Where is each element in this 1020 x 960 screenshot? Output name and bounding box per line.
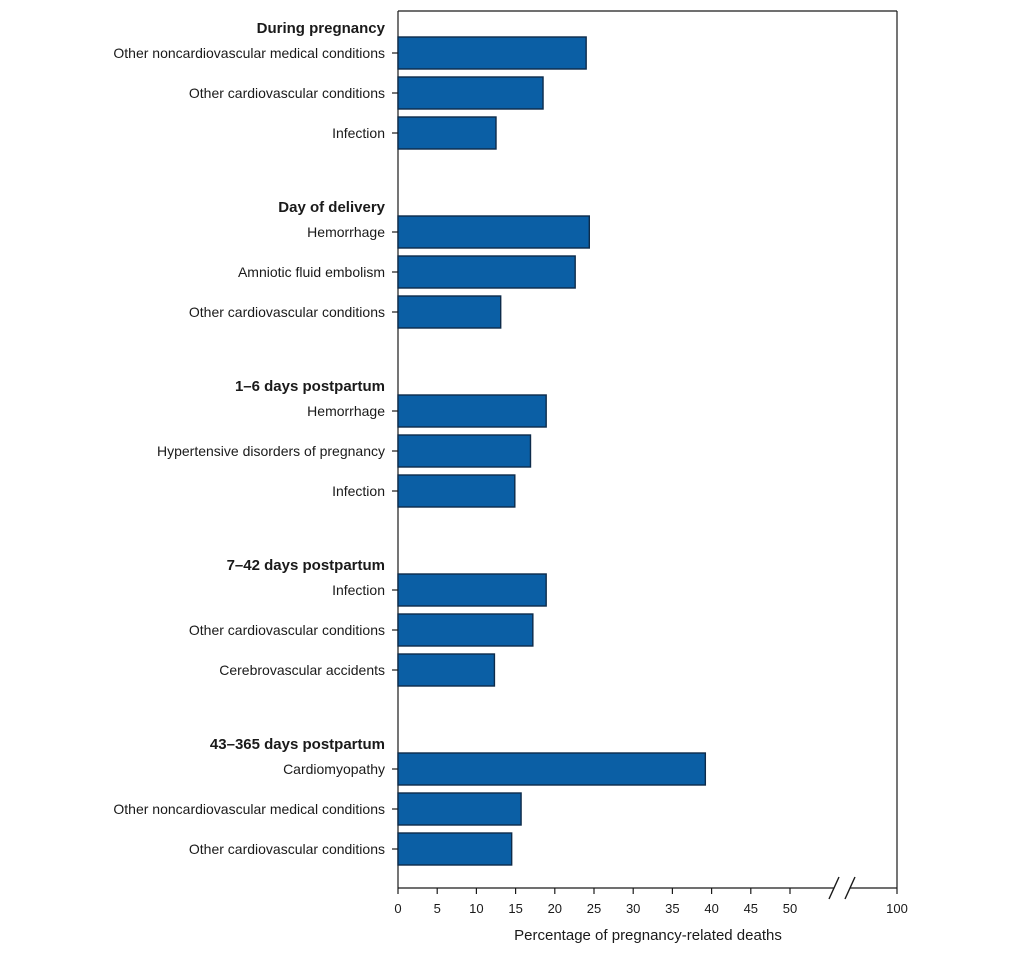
bar	[397, 76, 544, 110]
group-label: During pregnancy	[257, 20, 386, 37]
axis-break-mark-left	[828, 876, 840, 900]
bar	[397, 573, 547, 607]
axis-break-mark-right	[844, 876, 856, 900]
x-tick-label: 45	[744, 901, 758, 916]
category-label: Hypertensive disorders of pregnancy	[157, 443, 385, 459]
group-label: 7–42 days postpartum	[227, 557, 385, 574]
x-tick-label: 100	[886, 901, 908, 916]
x-tick-label: 5	[434, 901, 441, 916]
bar	[397, 752, 707, 786]
x-tick-label: 25	[587, 901, 601, 916]
category-label: Amniotic fluid embolism	[238, 264, 385, 280]
category-label: Hemorrhage	[307, 224, 385, 240]
category-label: Cardiomyopathy	[283, 761, 385, 777]
category-label: Other noncardiovascular medical conditio…	[113, 45, 385, 61]
x-tick-label: 15	[508, 901, 522, 916]
bar	[397, 255, 576, 289]
x-tick-label: 35	[665, 901, 679, 916]
x-tick-label: 10	[469, 901, 483, 916]
category-label: Infection	[332, 483, 385, 499]
bar	[397, 215, 590, 249]
x-tick-label: 0	[394, 901, 401, 916]
bar	[397, 474, 516, 508]
x-tick-label: 50	[783, 901, 797, 916]
bar	[397, 295, 502, 329]
category-label: Other cardiovascular conditions	[189, 85, 385, 101]
bar	[397, 653, 496, 687]
group-label: 43–365 days postpartum	[210, 736, 385, 753]
group-label: Day of delivery	[278, 199, 385, 216]
category-label: Other noncardiovascular medical conditio…	[113, 801, 385, 817]
bar	[397, 394, 547, 428]
x-tick-label: 40	[704, 901, 718, 916]
category-label: Hemorrhage	[307, 403, 385, 419]
category-label: Cerebrovascular accidents	[219, 662, 385, 678]
bar	[397, 832, 513, 866]
bar	[397, 792, 522, 826]
x-axis-title: Percentage of pregnancy-related deaths	[514, 927, 782, 944]
category-label: Infection	[332, 125, 385, 141]
x-tick-label: 20	[548, 901, 562, 916]
bar	[397, 613, 534, 647]
category-label: Other cardiovascular conditions	[189, 841, 385, 857]
x-tick-label: 30	[626, 901, 640, 916]
category-label: Infection	[332, 582, 385, 598]
bar	[397, 434, 532, 468]
bar	[397, 36, 587, 70]
group-label: 1–6 days postpartum	[235, 378, 385, 395]
bar	[397, 116, 497, 150]
category-label: Other cardiovascular conditions	[189, 304, 385, 320]
category-label: Other cardiovascular conditions	[189, 622, 385, 638]
